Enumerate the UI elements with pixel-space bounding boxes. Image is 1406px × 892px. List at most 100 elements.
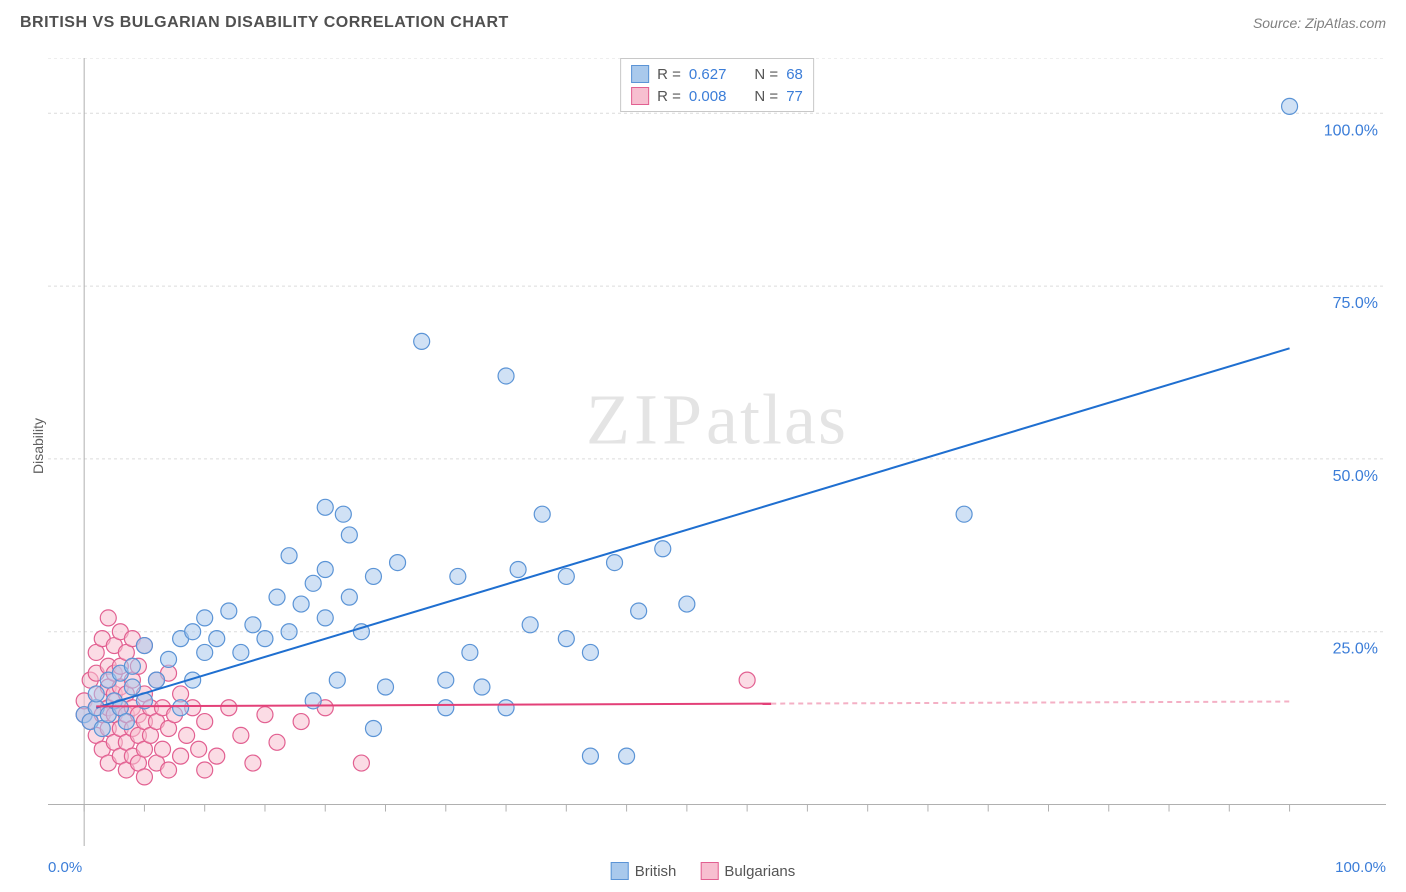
data-point xyxy=(148,672,164,688)
data-point xyxy=(100,610,116,626)
data-point xyxy=(293,714,309,730)
series-legend-label: Bulgarians xyxy=(724,863,795,880)
chart-title: BRITISH VS BULGARIAN DISABILITY CORRELAT… xyxy=(20,14,509,32)
data-point xyxy=(498,700,514,716)
legend-r-value: 0.008 xyxy=(689,88,727,105)
data-point xyxy=(558,631,574,647)
data-point xyxy=(317,562,333,578)
data-point xyxy=(233,727,249,743)
scatter-plot: 25.0% 50.0% 75.0% 100.0% xyxy=(48,58,1386,846)
data-point xyxy=(655,541,671,557)
legend-n-value: 68 xyxy=(786,66,803,83)
data-point xyxy=(739,672,755,688)
data-point xyxy=(582,644,598,660)
data-point xyxy=(155,741,171,757)
data-point xyxy=(293,596,309,612)
legend-swatch xyxy=(611,862,629,880)
data-point xyxy=(365,568,381,584)
data-point xyxy=(124,679,140,695)
data-point xyxy=(438,672,454,688)
svg-text:100.0%: 100.0% xyxy=(1324,122,1378,139)
data-point xyxy=(257,631,273,647)
data-point xyxy=(414,333,430,349)
legend-n-label: N = xyxy=(754,66,778,83)
data-point xyxy=(173,700,189,716)
data-point xyxy=(245,755,261,771)
legend-r-label: R = xyxy=(657,66,681,83)
data-point xyxy=(317,610,333,626)
data-point xyxy=(956,506,972,522)
data-point xyxy=(136,769,152,785)
series-legend-item: British xyxy=(611,862,677,880)
trend-line-bulgarians-extrapolated xyxy=(771,702,1289,704)
y-axis-label: Disability xyxy=(30,418,46,474)
data-point xyxy=(197,644,213,660)
series-legend-label: British xyxy=(635,863,677,880)
data-point xyxy=(558,568,574,584)
data-point xyxy=(269,589,285,605)
data-point xyxy=(390,555,406,571)
data-point xyxy=(534,506,550,522)
data-point xyxy=(209,631,225,647)
trend-line-british xyxy=(96,348,1289,707)
legend-row: R = 0.008 N = 77 xyxy=(631,85,803,107)
data-point xyxy=(197,714,213,730)
data-point xyxy=(353,755,369,771)
data-point xyxy=(498,368,514,384)
data-point xyxy=(257,707,273,723)
data-point xyxy=(365,720,381,736)
data-point xyxy=(173,748,189,764)
series-legend-item: Bulgarians xyxy=(700,862,795,880)
legend-swatch xyxy=(631,65,649,83)
svg-text:75.0%: 75.0% xyxy=(1333,295,1378,312)
data-point xyxy=(245,617,261,633)
legend-swatch xyxy=(700,862,718,880)
data-point xyxy=(438,700,454,716)
data-point xyxy=(378,679,394,695)
data-point xyxy=(88,686,104,702)
legend-row: R = 0.627 N = 68 xyxy=(631,63,803,85)
data-point xyxy=(209,748,225,764)
data-point xyxy=(191,741,207,757)
data-point xyxy=(221,700,237,716)
data-point xyxy=(341,589,357,605)
data-point xyxy=(281,548,297,564)
legend-swatch xyxy=(631,87,649,105)
data-point xyxy=(305,575,321,591)
data-point xyxy=(118,714,134,730)
data-point xyxy=(510,562,526,578)
x-axis-max-label: 100.0% xyxy=(1335,859,1386,876)
data-point xyxy=(233,644,249,660)
data-point xyxy=(450,568,466,584)
data-point xyxy=(462,644,478,660)
data-point xyxy=(179,727,195,743)
data-point xyxy=(317,499,333,515)
svg-text:25.0%: 25.0% xyxy=(1333,641,1378,658)
svg-text:50.0%: 50.0% xyxy=(1333,468,1378,485)
data-point xyxy=(221,603,237,619)
data-point xyxy=(161,651,177,667)
source-label: Source: ZipAtlas.com xyxy=(1253,15,1386,31)
data-point xyxy=(136,638,152,654)
data-point xyxy=(335,506,351,522)
data-point xyxy=(582,748,598,764)
data-point xyxy=(185,624,201,640)
data-point xyxy=(197,762,213,778)
data-point xyxy=(631,603,647,619)
data-point xyxy=(124,658,140,674)
legend-r-label: R = xyxy=(657,88,681,105)
data-point xyxy=(161,762,177,778)
legend-r-value: 0.627 xyxy=(689,66,727,83)
series-legend: British Bulgarians xyxy=(611,862,796,880)
legend-n-value: 77 xyxy=(786,88,803,105)
data-point xyxy=(619,748,635,764)
data-point xyxy=(607,555,623,571)
legend-n-label: N = xyxy=(754,88,778,105)
data-point xyxy=(341,527,357,543)
data-point xyxy=(1282,98,1298,114)
data-point xyxy=(679,596,695,612)
data-point xyxy=(329,672,345,688)
data-point xyxy=(474,679,490,695)
data-point xyxy=(522,617,538,633)
chart-area: R = 0.627 N = 68 R = 0.008 N = 77 25.0% 50.0… xyxy=(48,58,1386,846)
